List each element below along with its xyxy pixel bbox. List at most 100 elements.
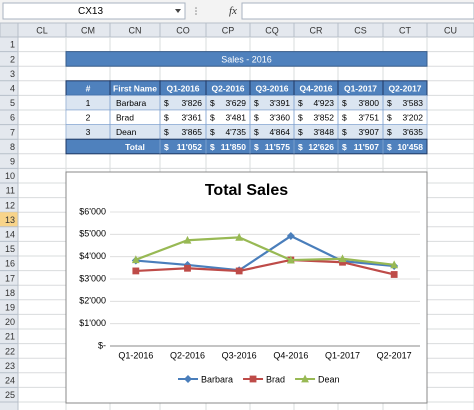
column-header[interactable]: CR	[310, 25, 323, 35]
amount: 12'626	[308, 142, 334, 152]
table-header-cell: #	[86, 83, 91, 93]
row-number: 3	[86, 127, 91, 137]
row-header[interactable]: 19	[5, 302, 15, 312]
amount: 3'202	[402, 113, 423, 123]
currency-symbol: $	[164, 142, 169, 152]
row-header[interactable]: 4	[10, 83, 15, 93]
currency-symbol: $	[298, 127, 303, 137]
x-tick-label: Q1-2017	[325, 350, 360, 360]
x-tick-label: Q2-2017	[377, 350, 412, 360]
row-header[interactable]: 20	[5, 317, 15, 327]
column-header[interactable]: CQ	[265, 25, 279, 35]
formula-input[interactable]	[241, 2, 474, 20]
amount: 11'507	[354, 142, 379, 152]
row-header[interactable]: 5	[10, 98, 15, 108]
series-line	[135, 258, 395, 276]
y-tick-label: $5'000	[79, 229, 106, 239]
row-header[interactable]: 22	[5, 346, 15, 356]
currency-symbol: $	[210, 113, 215, 123]
legend-marker	[301, 374, 309, 383]
row-header[interactable]: 17	[5, 273, 15, 283]
row-number: 2	[86, 113, 91, 123]
amount: 3'629	[225, 98, 246, 108]
name-box[interactable]	[2, 2, 186, 20]
data-point	[235, 267, 243, 275]
column-header[interactable]: CL	[36, 25, 48, 35]
total-label: Total	[125, 142, 145, 152]
name-box-dropdown[interactable]	[175, 9, 181, 13]
column-header-bar	[0, 22, 474, 38]
row-header[interactable]: 1	[10, 40, 15, 50]
currency-symbol: $	[342, 142, 347, 152]
row-header[interactable]: 9	[10, 156, 15, 166]
series-line	[135, 236, 395, 266]
row-header[interactable]: 12	[5, 200, 15, 210]
amount: 3'800	[358, 98, 379, 108]
row-header[interactable]: 10	[5, 171, 15, 181]
row-header[interactable]: 13	[5, 215, 15, 225]
column-header[interactable]: CO	[176, 25, 190, 35]
chart-area	[65, 171, 428, 404]
y-tick-label: $4'000	[79, 251, 106, 261]
y-tick-label: $-	[98, 340, 106, 350]
data-point	[286, 232, 295, 241]
table-header-cell: First Name	[113, 83, 157, 93]
amount: 3'826	[181, 98, 202, 108]
row-header[interactable]: 18	[5, 288, 15, 298]
amount: 3'391	[269, 98, 290, 108]
table-header-cell: Q1-2017	[344, 83, 377, 93]
row-header[interactable]: 7	[10, 127, 15, 137]
first-name: Dean	[116, 127, 137, 137]
row-header[interactable]: 6	[10, 113, 15, 123]
insert-function-button[interactable]: fx	[229, 5, 237, 17]
row-header[interactable]: 25	[5, 390, 15, 400]
currency-symbol: $	[342, 127, 347, 137]
chart-title: Total Sales	[205, 182, 288, 199]
amount: 3'481	[225, 113, 246, 123]
currency-symbol: $	[164, 98, 169, 108]
row-header[interactable]: 14	[5, 229, 15, 239]
amount: 3'583	[402, 98, 423, 108]
series-line	[135, 234, 395, 272]
column-header[interactable]: CT	[399, 25, 411, 35]
column-header[interactable]: CM	[81, 25, 95, 35]
currency-symbol: $	[387, 98, 392, 108]
table-header-cell: Q2-2017	[388, 83, 421, 93]
currency-symbol: $	[164, 127, 169, 137]
amount: 3'751	[358, 113, 379, 123]
column-header[interactable]: CS	[354, 25, 367, 35]
amount: 4'735	[225, 127, 246, 137]
amount: 3'907	[358, 127, 379, 137]
row-header[interactable]: 3	[10, 69, 15, 79]
currency-symbol: $	[254, 98, 259, 108]
data-point	[390, 271, 398, 278]
x-tick-label: Q3-2016	[222, 350, 257, 360]
table-header-bg	[66, 80, 427, 96]
row-header[interactable]: 2	[10, 54, 15, 64]
currency-symbol: $	[210, 98, 215, 108]
column-header[interactable]: CP	[222, 25, 235, 35]
row-header[interactable]: 8	[10, 142, 15, 152]
column-header[interactable]: CN	[129, 25, 142, 35]
row-header[interactable]: 11	[6, 186, 15, 196]
table-header-cell: Q2-2016	[211, 83, 244, 93]
row-header[interactable]: 23	[5, 361, 15, 371]
column-header[interactable]: CU	[444, 25, 457, 35]
row-header[interactable]: 15	[5, 244, 15, 254]
select-all[interactable]	[0, 22, 19, 38]
table-row	[66, 110, 427, 125]
data-point	[132, 267, 140, 275]
row-header[interactable]: 21	[5, 332, 15, 342]
currency-symbol: $	[387, 127, 392, 137]
splitter-dot	[195, 7, 197, 9]
row-header[interactable]: 16	[5, 259, 15, 269]
amount: 11'850	[221, 142, 246, 152]
data-point	[184, 264, 191, 272]
data-point	[338, 254, 347, 263]
currency-symbol: $	[254, 142, 259, 152]
legend-label: Barbara	[201, 374, 233, 384]
row-header[interactable]: 24	[5, 375, 15, 385]
currency-symbol: $	[254, 113, 259, 123]
data-point	[390, 260, 399, 269]
